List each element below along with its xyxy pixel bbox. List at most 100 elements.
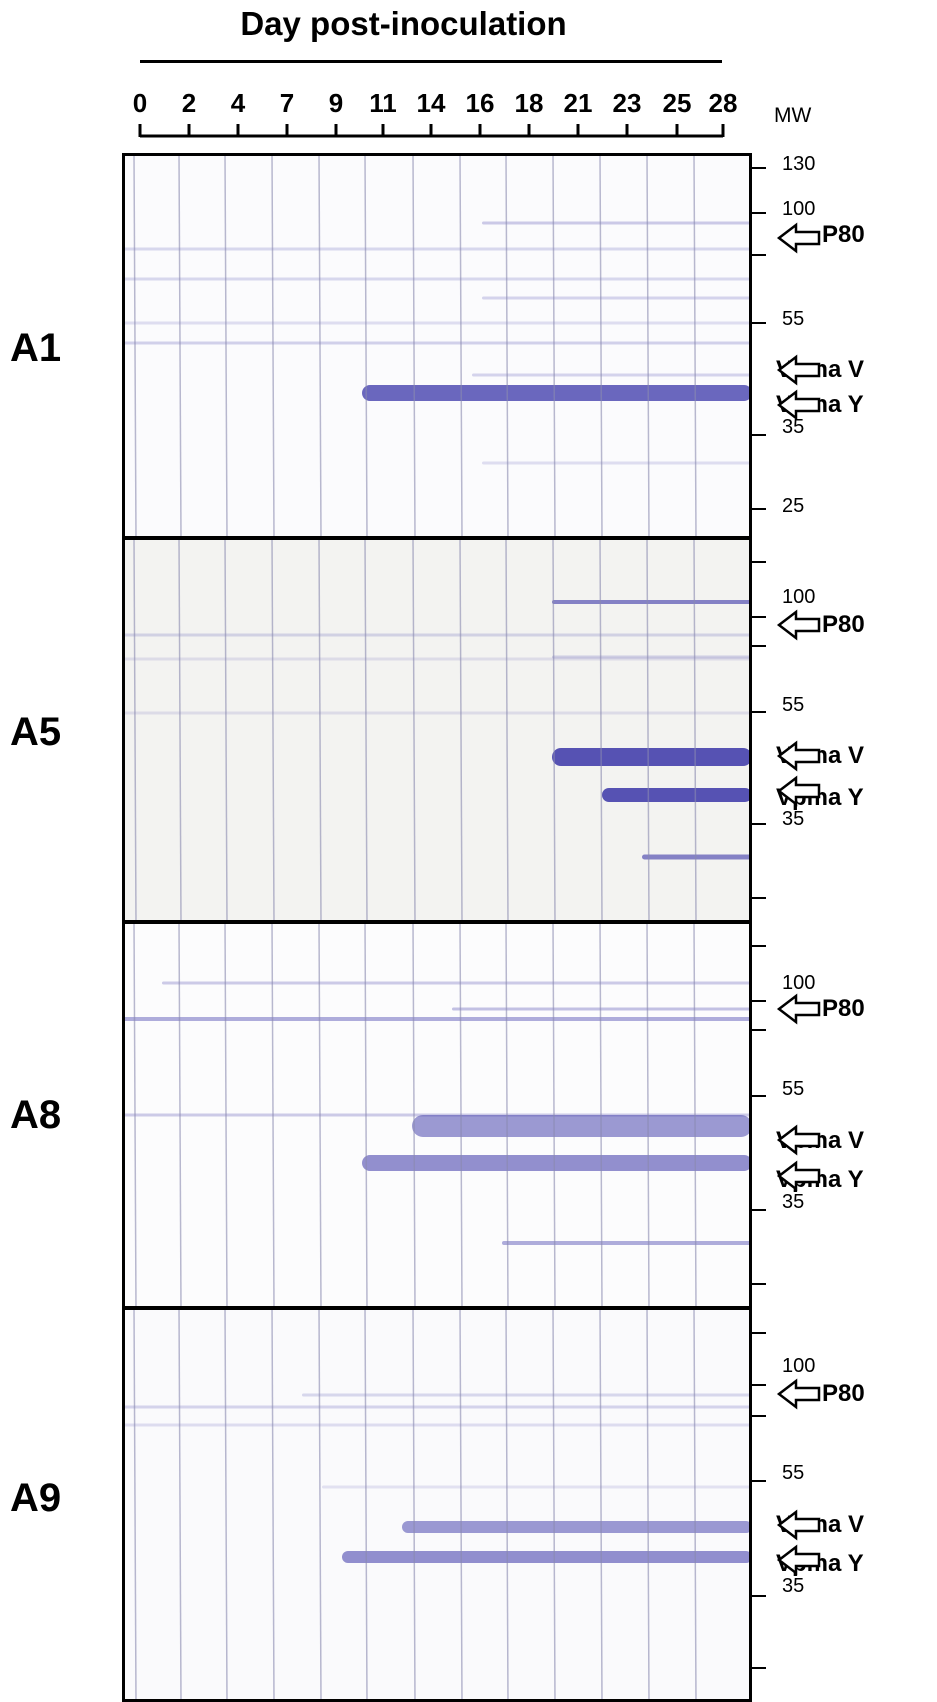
panel-label-a5: A5 (10, 710, 62, 754)
lane-divider (271, 1310, 275, 1699)
lane-divider (599, 156, 603, 536)
protein-band (125, 341, 749, 345)
mw-label-25: 25 (782, 495, 805, 517)
lane-divider (459, 1310, 463, 1699)
band-arrow-icon (776, 775, 821, 807)
gel-image (125, 924, 749, 1306)
mw-label-55: 55 (782, 694, 805, 716)
lane-divider (364, 924, 368, 1306)
protein-band (322, 1485, 749, 1489)
protein-band (552, 600, 749, 604)
mw-label-35: 35 (782, 1191, 805, 1213)
lane-divider (133, 156, 137, 536)
protein-band (362, 385, 749, 401)
day-label-0: 0 (132, 88, 148, 118)
mw-label-100: 100 (782, 1355, 816, 1377)
lane-divider (646, 540, 650, 920)
mw-label-35: 35 (782, 808, 805, 830)
lane-divider (459, 924, 463, 1306)
lane-divider (646, 924, 650, 1306)
lane-divider (693, 924, 697, 1306)
annotation-p80: P80 (822, 611, 865, 638)
lane-divider (412, 156, 416, 536)
lane-divider (224, 924, 228, 1306)
day-label-28: 28 (708, 88, 738, 118)
mw-label-100: 100 (782, 972, 816, 994)
lane-divider (318, 1310, 322, 1699)
protein-band (482, 461, 749, 465)
day-label-9: 9 (328, 88, 344, 118)
gel-panel-a9 (122, 1307, 752, 1702)
lane-divider (271, 156, 275, 536)
day-label-11: 11 (369, 88, 397, 118)
day-label-4: 4 (230, 88, 246, 118)
mw-header: MW (774, 104, 812, 127)
protein-band (125, 1423, 749, 1427)
lane-divider (552, 924, 556, 1306)
lane-divider (224, 540, 228, 920)
protein-band (125, 1405, 749, 1409)
lane-divider (364, 1310, 368, 1699)
lane-divider (412, 540, 416, 920)
lane-divider (271, 924, 275, 1306)
protein-band (125, 321, 749, 325)
band-arrow-icon (776, 1124, 821, 1156)
protein-band (125, 633, 749, 637)
band-arrow-icon (776, 993, 821, 1025)
lane-divider (505, 1310, 509, 1699)
band-arrow-icon (776, 1509, 821, 1541)
lane-divider (646, 156, 650, 536)
lane-divider (552, 540, 556, 920)
lane-divider (364, 156, 368, 536)
lane-divider (693, 540, 697, 920)
gel-panel-a1 (122, 153, 752, 539)
protein-band (482, 296, 749, 300)
lane-divider (178, 540, 182, 920)
mw-label-35: 35 (782, 1575, 805, 1597)
lane-divider (459, 540, 463, 920)
title-underline (140, 60, 722, 63)
lane-divider (599, 1310, 603, 1699)
panel-label-a1: A1 (10, 326, 62, 370)
protein-band (482, 221, 749, 225)
mw-label-35: 35 (782, 416, 805, 438)
protein-band (162, 981, 749, 985)
band-arrow-icon (776, 354, 821, 386)
band-arrow-icon (776, 389, 821, 421)
gel-image (125, 1310, 749, 1699)
lane-divider (318, 540, 322, 920)
day-label-2: 2 (181, 88, 197, 118)
lane-divider (412, 924, 416, 1306)
mw-label-100: 100 (782, 198, 816, 220)
lane-divider (412, 1310, 416, 1699)
protein-band (502, 1241, 749, 1245)
band-arrow-icon (776, 1160, 821, 1192)
day-label-14: 14 (416, 88, 446, 118)
lane-divider (505, 924, 509, 1306)
annotation-p80: P80 (822, 1380, 865, 1407)
protein-band (125, 277, 749, 281)
mw-label-55: 55 (782, 1078, 805, 1100)
lane-divider (599, 924, 603, 1306)
protein-band (125, 657, 749, 661)
band-arrow-icon (776, 740, 821, 772)
gel-image (125, 540, 749, 920)
gel-panel-a8 (122, 921, 752, 1309)
protein-band (472, 373, 749, 377)
day-label-7: 7 (279, 88, 295, 118)
lane-divider (693, 1310, 697, 1699)
protein-band (125, 711, 749, 715)
day-label-21: 21 (563, 88, 593, 118)
lane-divider (318, 924, 322, 1306)
lane-divider (693, 156, 697, 536)
gel-image (125, 156, 749, 536)
lane-divider (178, 1310, 182, 1699)
lane-divider (505, 540, 509, 920)
lane-divider (271, 540, 275, 920)
lane-divider (178, 156, 182, 536)
lane-divider (133, 924, 137, 1306)
lane-divider (224, 1310, 228, 1699)
band-arrow-icon (776, 609, 821, 641)
lane-divider (133, 540, 137, 920)
